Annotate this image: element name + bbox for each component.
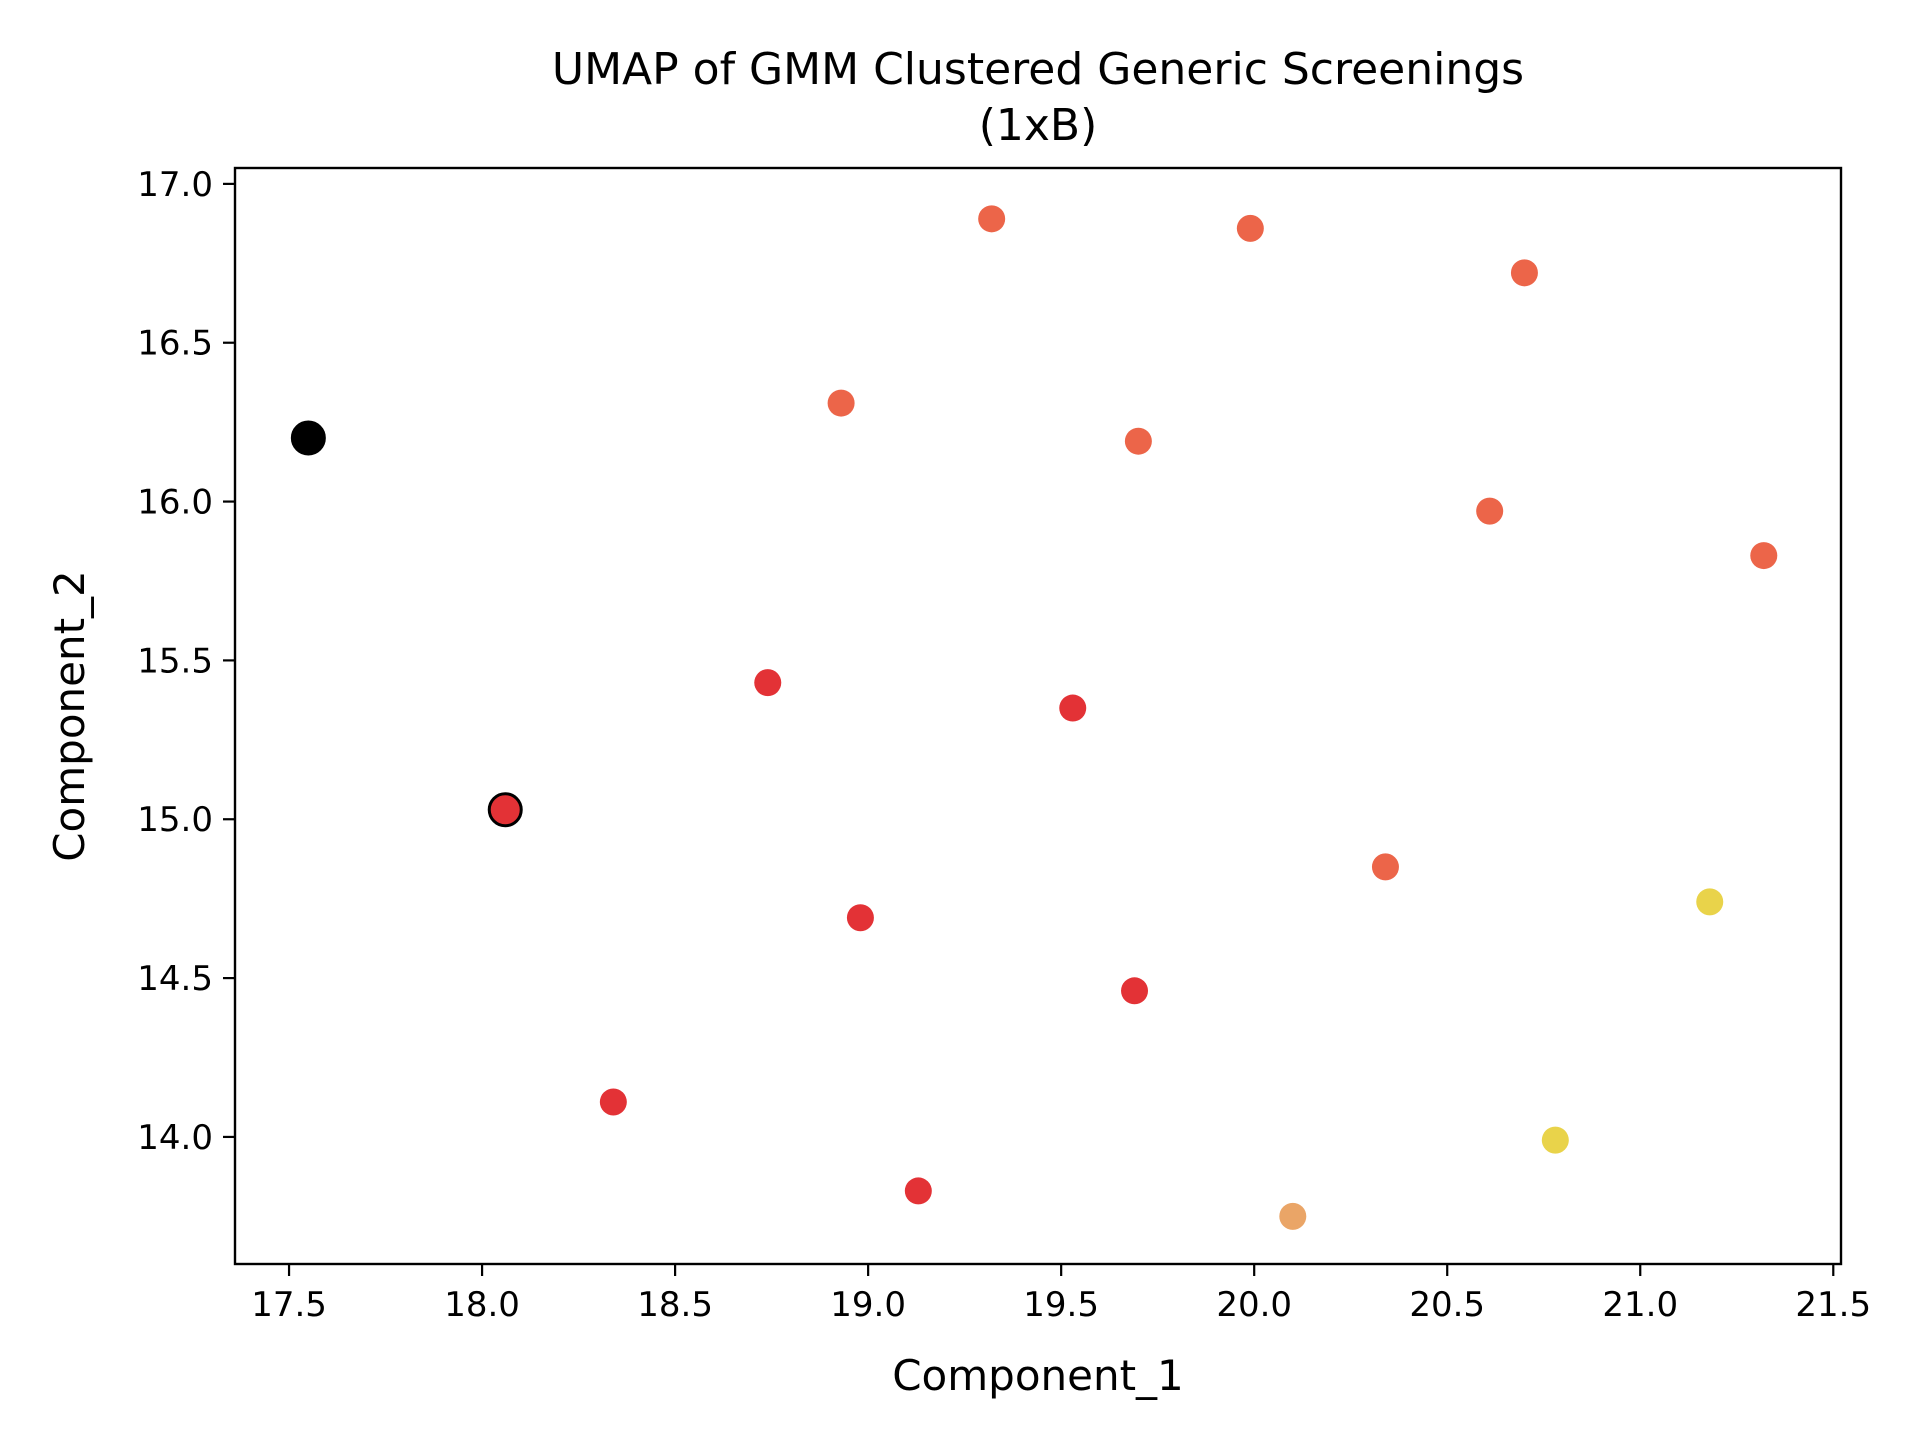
- y-tick-label: 17.0: [137, 165, 213, 205]
- y-tick-label: 15.5: [137, 641, 213, 681]
- chart-title: UMAP of GMM Clustered Generic Screenings: [552, 44, 1524, 95]
- data-point: [846, 904, 874, 932]
- data-point: [1510, 259, 1538, 287]
- x-tick-label: 20.5: [1409, 1285, 1485, 1325]
- y-tick-label: 14.5: [137, 959, 213, 999]
- x-tick-label: 18.0: [444, 1285, 520, 1325]
- y-tick-label: 16.0: [137, 483, 213, 523]
- y-tick-label: 16.5: [137, 324, 213, 364]
- x-axis-label: Component_1: [892, 1351, 1184, 1400]
- data-point: [1279, 1202, 1307, 1230]
- y-axis-ticks: 14.0 14.5 15.0 15.5 16.0 16.5 17.0: [137, 165, 235, 1158]
- data-point: [1236, 214, 1264, 242]
- y-tick-label: 15.0: [137, 800, 213, 840]
- data-point: [487, 792, 523, 828]
- data-point: [1124, 427, 1152, 455]
- data-point: [1476, 497, 1504, 525]
- data-point: [1371, 853, 1399, 881]
- x-tick-label: 17.5: [251, 1285, 327, 1325]
- y-tick-label: 14.0: [137, 1118, 213, 1158]
- x-tick-label: 18.5: [637, 1285, 713, 1325]
- data-point: [1696, 888, 1724, 916]
- data-point: [754, 669, 782, 697]
- data-point: [904, 1177, 932, 1205]
- data-point: [827, 389, 855, 417]
- data-point: [599, 1088, 627, 1116]
- data-point: [1059, 694, 1087, 722]
- data-point: [1541, 1126, 1569, 1154]
- data-point: [978, 205, 1006, 233]
- x-tick-label: 19.5: [1023, 1285, 1099, 1325]
- plot-frame: [233, 166, 1843, 1266]
- x-tick-label: 20.0: [1216, 1285, 1292, 1325]
- x-tick-label: 21.0: [1602, 1285, 1678, 1325]
- x-tick-label: 19.0: [830, 1285, 906, 1325]
- chart-subtitle: (1xB): [979, 100, 1098, 151]
- data-point: [1750, 542, 1778, 570]
- data-point: [290, 420, 326, 456]
- x-axis-ticks: 17.5 18.0 18.5 19.0 19.5 20.0 20.5 21.0 21.5: [251, 1264, 1871, 1325]
- x-tick-label: 21.5: [1795, 1285, 1871, 1325]
- y-axis-label: Component_2: [45, 570, 94, 862]
- data-point: [1121, 977, 1149, 1005]
- data-points: [290, 205, 1778, 1230]
